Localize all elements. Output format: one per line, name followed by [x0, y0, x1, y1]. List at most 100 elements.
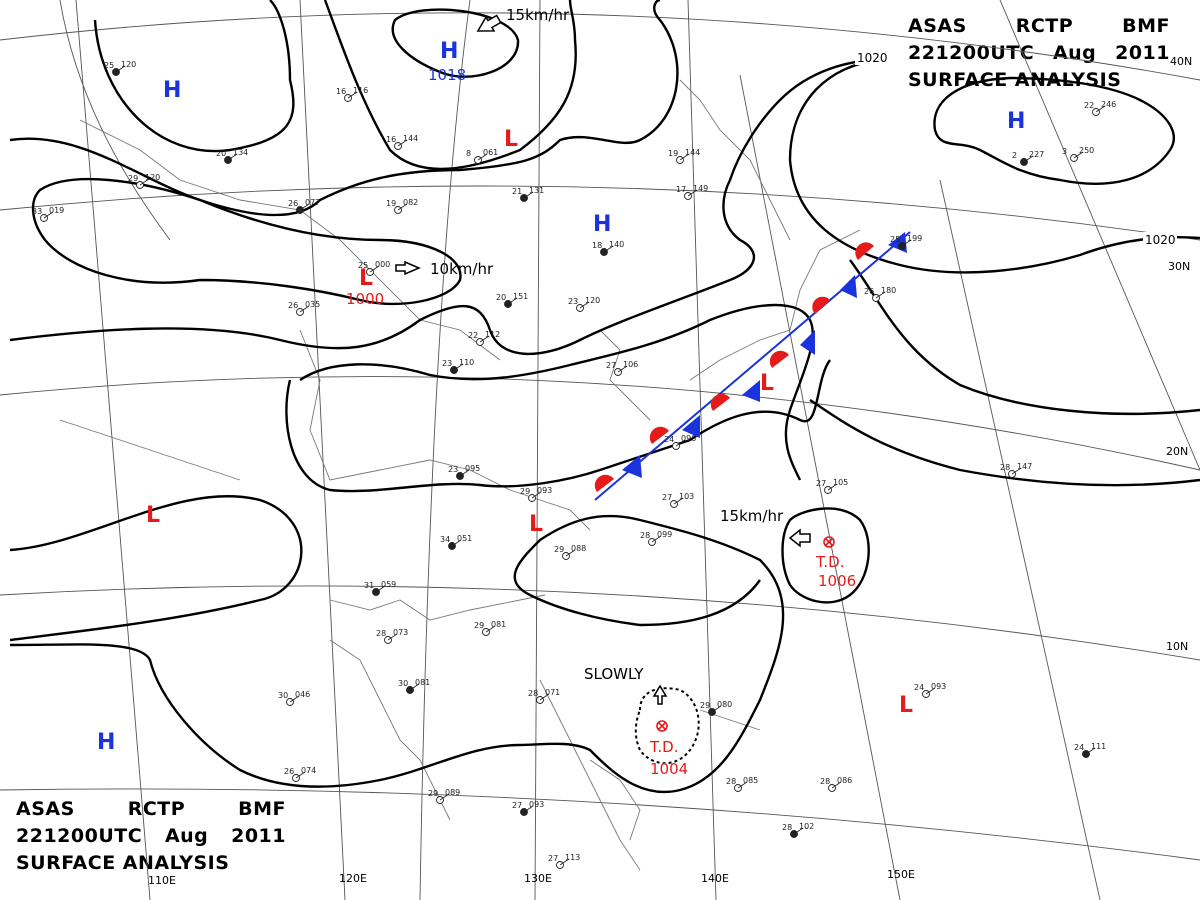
wind-barb-icon [453, 363, 464, 371]
isobar-label: 1020 [857, 51, 888, 65]
station-plot: 20 151 [496, 292, 528, 308]
wind-barb-icon [925, 687, 936, 695]
wind-barb-icon [1095, 105, 1106, 113]
station-temperature: 19 [386, 199, 396, 208]
system-pressure: 1018 [428, 66, 466, 84]
station-plot: 18 140 [592, 240, 624, 256]
system-pressure: 1000 [346, 290, 384, 308]
station-temperature: 20 [216, 149, 226, 158]
high-pressure-icon: H [163, 78, 181, 103]
station-temperature: 28 [528, 689, 538, 698]
wind-barb-icon [1085, 747, 1096, 755]
wind-barb-icon [559, 858, 570, 866]
wind-barb-icon [793, 827, 804, 835]
title-year: 2011 [231, 825, 286, 847]
station-pressure: 110 [459, 358, 474, 367]
station-pressure: 149 [693, 184, 708, 193]
isobar [849, 259, 1200, 416]
wind-barb-icon [397, 203, 408, 211]
station-plot: 19 144 [668, 148, 700, 164]
station-pressure: 093 [931, 682, 946, 691]
station-temperature: 34 [440, 535, 450, 544]
station-temperature: 24 [664, 435, 674, 444]
station-temperature: 25 [358, 261, 368, 270]
title-product: SURFACE ANALYSIS [908, 69, 1122, 91]
station-plot: 17 149 [676, 184, 708, 200]
wind-barb-icon [901, 239, 912, 247]
station-temperature: 29 [474, 621, 484, 630]
station-temperature: 27 [816, 479, 826, 488]
station-temperature: 28 [1000, 463, 1010, 472]
wind-barb-icon [673, 497, 684, 505]
wind-barb-icon [565, 549, 576, 557]
isobar [9, 514, 785, 793]
wind-barb-icon [1073, 151, 1084, 159]
station-pressure: 089 [445, 788, 460, 797]
station-temperature: 28 [726, 777, 736, 786]
low-pressure-icon: L [760, 371, 774, 396]
low-pressure-icon: L [529, 512, 543, 537]
title-year: 2011 [1115, 42, 1170, 64]
wind-barb-icon [831, 781, 842, 789]
wind-barb-icon [369, 265, 380, 273]
wind-barb-icon [687, 189, 698, 197]
station-temperature: 27 [662, 493, 672, 502]
isobar [9, 58, 881, 356]
station-plot: 27 105 [816, 478, 848, 494]
isobar [809, 399, 1200, 487]
station-temperature: 23 [442, 359, 452, 368]
meridian-130e [687, 0, 717, 900]
station-plot: 29 088 [554, 544, 586, 560]
station-pressure: 093 [537, 486, 552, 495]
system-motion: 10km/hr [430, 260, 494, 278]
station-pressure: 120 [585, 296, 600, 305]
system-pressure: 1006 [818, 572, 856, 590]
station-plot: 23 110 [442, 358, 474, 374]
title-product: SURFACE ANALYSIS [16, 852, 230, 874]
wind-barb-icon [711, 705, 722, 713]
wind-barb-icon [485, 625, 496, 633]
isobar [9, 495, 303, 642]
wind-barb-icon [295, 771, 306, 779]
station-pressure: 035 [305, 300, 320, 309]
station-plot: 8 061 [466, 148, 498, 164]
station-temperature: 2 [1012, 151, 1017, 160]
low-pressure-icon: L [359, 266, 373, 291]
meridian-120e [534, 0, 541, 900]
station-temperature: 17 [676, 185, 686, 194]
station-plot: 21 131 [512, 186, 544, 202]
isobar [788, 58, 1200, 274]
title-month: Aug [164, 825, 209, 847]
title-agency: ASAS [908, 15, 967, 37]
wind-barb-icon [523, 191, 534, 199]
latitude-label: 30N [1168, 260, 1190, 273]
arrow-icon [395, 260, 421, 276]
wind-barb-icon [1011, 467, 1022, 475]
isobars [9, 0, 1200, 793]
tropical-depression-icon [656, 720, 668, 732]
station-pressure: 116 [353, 86, 368, 95]
longitude-label: 130E [524, 872, 552, 885]
title-station: RCTP [1015, 15, 1074, 37]
wind-barb-icon [139, 178, 150, 186]
wind-barb-icon [617, 365, 628, 373]
title-time: 221200UTC [16, 825, 143, 847]
meridian-150e [939, 179, 1101, 900]
station-plot: 26 180 [864, 286, 896, 302]
parallel-10n [0, 585, 1200, 661]
stationary-front [594, 231, 911, 501]
station-temperature: 8 [466, 149, 471, 158]
station-temperature: 26 [288, 199, 298, 208]
station-temperature: 19 [668, 149, 678, 158]
title-code: BMF [1122, 15, 1170, 37]
wind-barb-icon [451, 539, 462, 547]
station-plot: 31 059 [364, 580, 396, 596]
meridian-110e [299, 0, 346, 900]
station-pressure: 113 [565, 853, 580, 862]
wind-barb-icon [477, 153, 488, 161]
station-plot: 26 077 [288, 198, 320, 214]
title-agency: ASAS [16, 798, 75, 820]
wind-barb-icon [507, 297, 518, 305]
pressure-systems: H 1018 15km/hr H H H H L L 1000 10km/hr … [97, 6, 1025, 778]
